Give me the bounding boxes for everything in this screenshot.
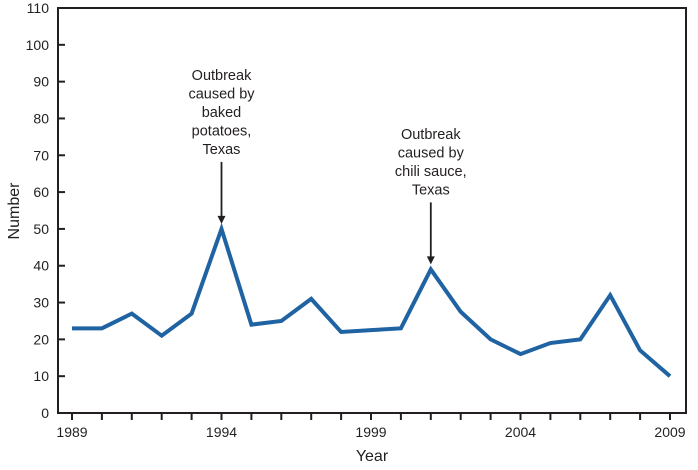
y-tick-label: 20 (33, 331, 49, 347)
y-tick-label: 50 (33, 221, 49, 237)
annotation-text: Outbreak (401, 127, 461, 143)
annotation-text: potatoes, (192, 123, 252, 139)
y-tick-label: 60 (33, 184, 49, 200)
annotation-text: chili sauce, (395, 164, 467, 180)
y-tick-label: 0 (41, 405, 49, 421)
y-tick-label: 80 (33, 110, 49, 126)
annotation-text: Texas (412, 182, 450, 198)
annotation-text: Texas (203, 142, 241, 158)
arrowhead-icon (427, 256, 435, 264)
series-line (72, 229, 670, 376)
arrowhead-icon (218, 216, 226, 224)
y-tick-label: 90 (33, 74, 49, 90)
annotation-text: caused by (188, 86, 255, 102)
y-tick-label: 40 (33, 258, 49, 274)
annotation-text: Outbreak (192, 68, 252, 84)
x-tick-label: 1989 (56, 424, 87, 440)
annotation-text: baked (202, 105, 242, 121)
y-tick-label: 70 (33, 147, 49, 163)
x-tick-label: 2004 (505, 424, 536, 440)
y-tick-label: 10 (33, 368, 49, 384)
x-axis-label: Year (356, 448, 389, 465)
y-axis-label: Number (6, 182, 23, 240)
y-tick-label: 30 (33, 295, 49, 311)
x-tick-label: 1994 (206, 424, 237, 440)
annotation-text: caused by (398, 145, 465, 161)
plot-frame (58, 8, 686, 413)
y-tick-label: 100 (26, 37, 50, 53)
y-tick-label: 110 (27, 0, 50, 16)
x-tick-label: 1999 (355, 424, 386, 440)
x-tick-label: 2009 (654, 424, 685, 440)
